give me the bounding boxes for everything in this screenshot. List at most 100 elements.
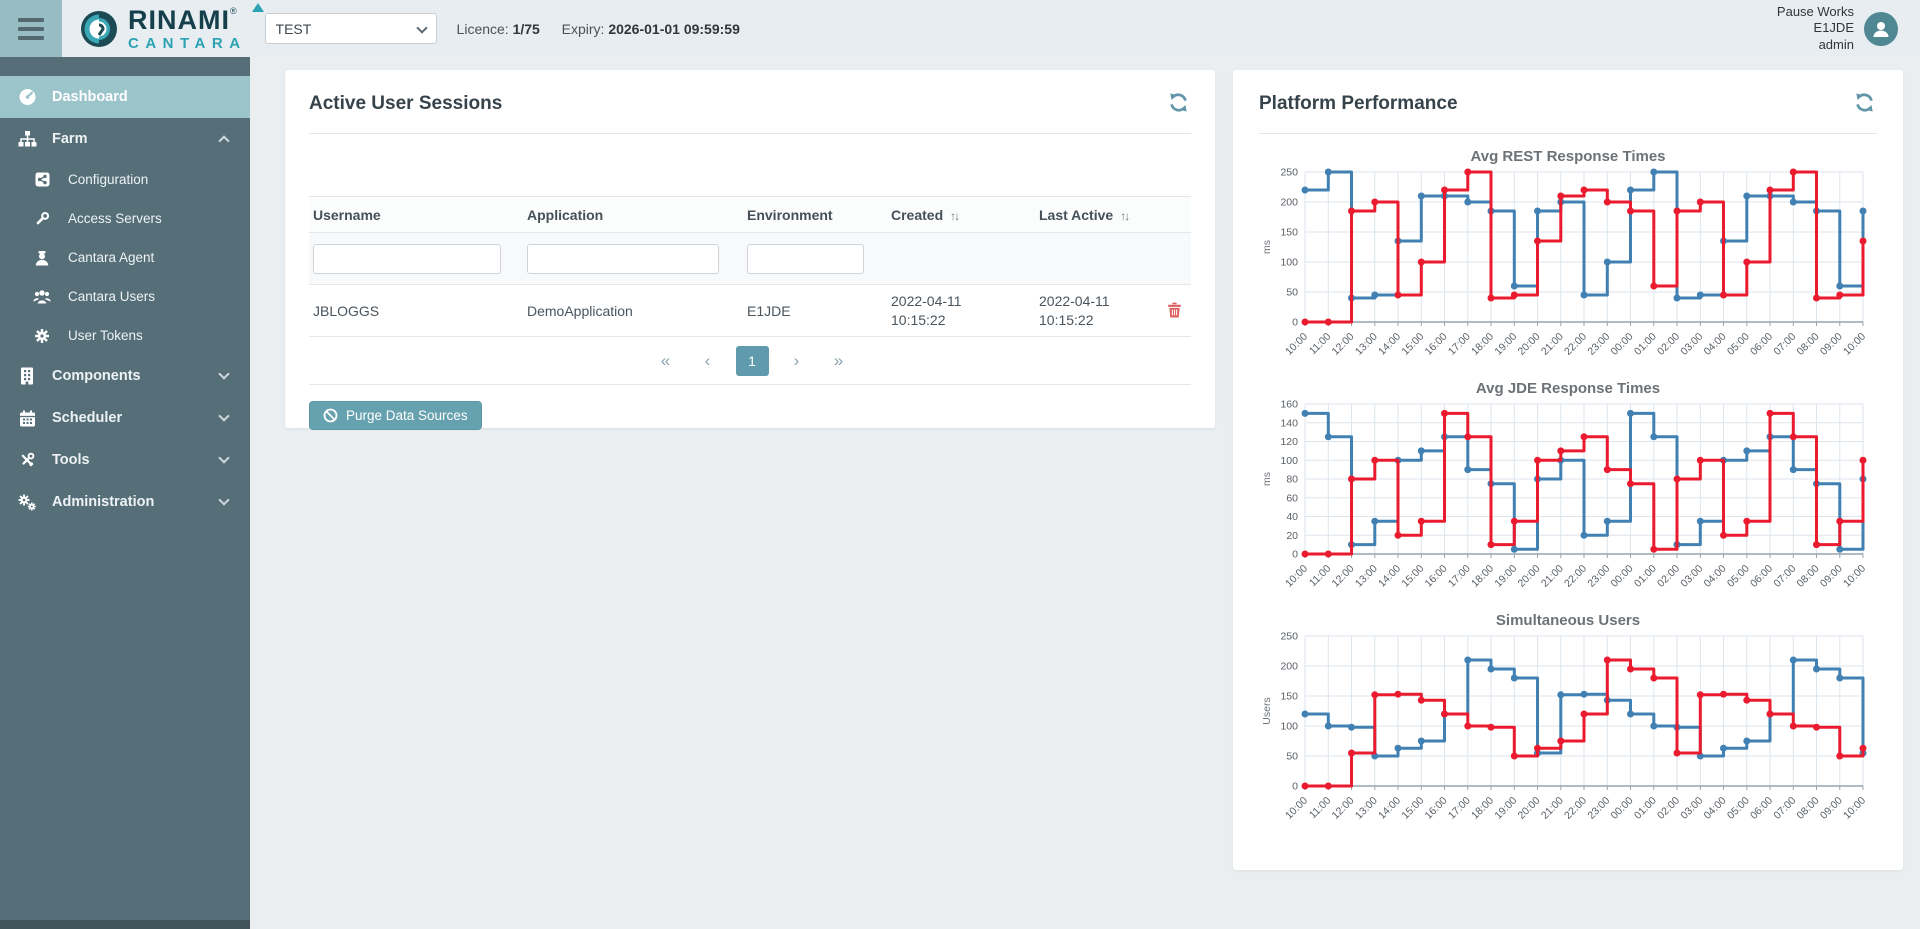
svg-text:04:00: 04:00 [1702, 795, 1729, 822]
refresh-button[interactable] [1166, 90, 1191, 118]
application-filter-input[interactable] [527, 243, 719, 274]
user-avatar[interactable] [1864, 11, 1898, 46]
svg-text:23:00: 23:00 [1585, 795, 1612, 822]
sidebar-nav: Dashboard Farm Configuration Access Serv… [0, 57, 250, 929]
svg-text:50: 50 [1286, 751, 1298, 763]
rinami-logo-icon [81, 10, 117, 47]
sidebar-item-label: Administration [52, 494, 155, 510]
svg-text:18:00: 18:00 [1469, 563, 1496, 590]
svg-text:12:00: 12:00 [1330, 795, 1357, 822]
svg-text:02:00: 02:00 [1655, 795, 1682, 822]
pagination-next-button[interactable]: › [783, 351, 811, 371]
pagination-prev-button[interactable]: ‹ [694, 351, 722, 371]
column-header-last-active[interactable]: Last Active ↑↓ [1039, 206, 1130, 223]
svg-text:10:00: 10:00 [1283, 331, 1310, 358]
sidebar-item-cantara-agent[interactable]: Cantara Agent [0, 238, 250, 277]
svg-text:01:00: 01:00 [1632, 563, 1659, 590]
svg-text:Users: Users [1261, 697, 1273, 724]
svg-text:14:00: 14:00 [1376, 563, 1403, 590]
svg-text:07:00: 07:00 [1771, 795, 1798, 822]
sidebar-item-farm[interactable]: Farm [0, 118, 250, 160]
environment-select[interactable]: TEST [264, 13, 437, 44]
tools-icon [16, 451, 38, 469]
svg-text:100: 100 [1280, 257, 1298, 269]
username-filter-input[interactable] [313, 243, 501, 274]
svg-text:00:00: 00:00 [1609, 563, 1636, 590]
sidebar-item-label: Farm [52, 131, 88, 147]
divider [1259, 133, 1877, 134]
sort-icon[interactable]: ↑↓ [1120, 208, 1130, 223]
sidebar-item-cantara-users[interactable]: Cantara Users [0, 277, 250, 316]
registered-mark: ® [230, 5, 237, 16]
user-info-role: admin [1818, 36, 1854, 52]
svg-text:11:00: 11:00 [1307, 331, 1334, 358]
svg-text:10:00: 10:00 [1283, 563, 1310, 590]
svg-text:15:00: 15:00 [1399, 331, 1426, 358]
sidebar-item-administration[interactable]: Administration [0, 481, 250, 523]
svg-text:08:00: 08:00 [1795, 331, 1822, 358]
refresh-button[interactable] [1852, 90, 1877, 118]
svg-text:80: 80 [1286, 474, 1298, 486]
sort-icon[interactable]: ↑↓ [950, 208, 960, 223]
purge-data-sources-button[interactable]: Purge Data Sources [309, 401, 482, 430]
sidebar-item-access-servers[interactable]: Access Servers [0, 199, 250, 238]
svg-text:60: 60 [1286, 492, 1298, 504]
pagination-first-button[interactable]: « [652, 351, 680, 371]
sidebar-item-scheduler[interactable]: Scheduler [0, 397, 250, 439]
svg-text:00:00: 00:00 [1609, 331, 1636, 358]
pagination-last-button[interactable]: » [825, 351, 853, 371]
svg-text:16:00: 16:00 [1423, 331, 1450, 358]
svg-text:20:00: 20:00 [1516, 331, 1543, 358]
svg-text:20:00: 20:00 [1516, 795, 1543, 822]
svg-text:19:00: 19:00 [1492, 795, 1519, 822]
sidebar-item-label: Cantara Users [68, 289, 156, 304]
chart-block: Simultaneous Users 0 50 100 150 200 250 10:00 11… [1259, 612, 1877, 844]
svg-text:22:00: 22:00 [1562, 795, 1589, 822]
svg-text:03:00: 03:00 [1678, 563, 1705, 590]
step-line-chart: 05010015020025010:0011:0012:0013:0014:00… [1261, 631, 1868, 822]
user-info-environment: E1JDE [1813, 20, 1854, 36]
cell-last-active: 2022-04-11 10:15:22 [1039, 292, 1110, 328]
configuration-icon [33, 172, 51, 187]
pagination-page-1-button[interactable]: 1 [735, 345, 769, 376]
svg-text:06:00: 06:00 [1748, 563, 1775, 590]
svg-text:200: 200 [1280, 197, 1298, 209]
svg-text:01:00: 01:00 [1632, 331, 1659, 358]
environment-filter-input[interactable] [747, 243, 864, 274]
sidebar-item-label: Components [52, 368, 141, 384]
svg-text:22:00: 22:00 [1562, 331, 1589, 358]
column-header-environment: Environment [747, 206, 833, 223]
sidebar-item-configuration[interactable]: Configuration [0, 160, 250, 199]
cell-username: JBLOGGS [313, 302, 380, 319]
svg-text:03:00: 03:00 [1678, 795, 1705, 822]
table-footer-row: « ‹ 1 › » [309, 337, 1191, 385]
svg-text:13:00: 13:00 [1353, 563, 1380, 590]
sidebar-item-user-tokens[interactable]: User Tokens [0, 316, 250, 355]
column-header-created[interactable]: Created ↑↓ [891, 206, 960, 223]
calendar-icon [16, 410, 38, 427]
delete-session-button[interactable] [1167, 301, 1182, 321]
user-info: Pause Works E1JDE admin [1777, 4, 1854, 53]
svg-text:07:00: 07:00 [1771, 563, 1798, 590]
refresh-icon [1170, 93, 1187, 112]
sidebar-item-tools[interactable]: Tools [0, 439, 250, 481]
sidebar-item-label: Tools [52, 452, 90, 468]
chart-block: Avg REST Response Times 0 50 100 150 200 250 10… [1259, 148, 1877, 380]
menu-icon[interactable] [0, 0, 62, 57]
trash-icon [1167, 302, 1181, 317]
svg-text:15:00: 15:00 [1399, 563, 1426, 590]
building-icon [16, 367, 38, 385]
svg-text:50: 50 [1286, 287, 1298, 299]
users-icon [33, 289, 51, 304]
svg-text:12:00: 12:00 [1330, 331, 1357, 358]
svg-text:08:00: 08:00 [1795, 795, 1822, 822]
svg-text:19:00: 19:00 [1492, 563, 1519, 590]
svg-text:14:00: 14:00 [1376, 331, 1403, 358]
pagination: « ‹ 1 › » [648, 345, 853, 376]
refresh-icon [1856, 93, 1873, 112]
chart-title: Avg JDE Response Times [1475, 380, 1661, 397]
sidebar-item-dashboard[interactable]: Dashboard [0, 76, 250, 118]
svg-text:120: 120 [1280, 436, 1298, 448]
sidebar-item-components[interactable]: Components [0, 355, 250, 397]
brand-name: RINAMI [128, 4, 230, 35]
